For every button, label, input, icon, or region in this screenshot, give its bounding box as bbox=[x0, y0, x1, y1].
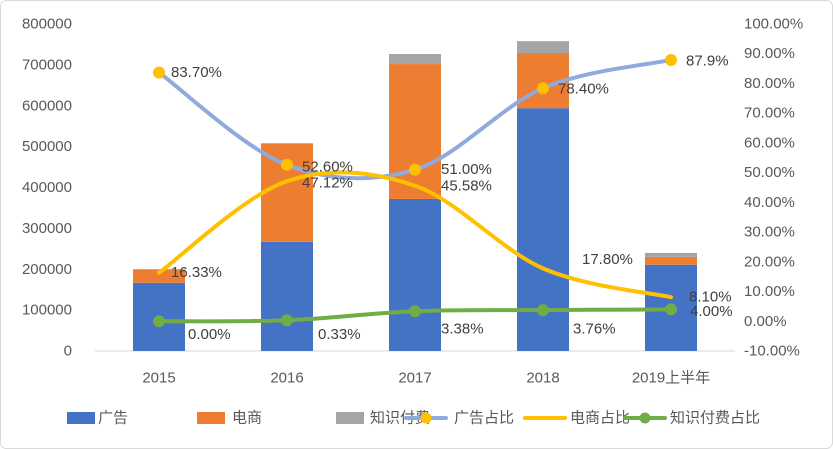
data-label-ecommerce-share: 16.33% bbox=[171, 264, 222, 281]
markers-layer bbox=[153, 53, 677, 328]
marker-ad-share bbox=[281, 158, 293, 171]
legend-marker-knowledge-paid-share bbox=[639, 412, 651, 424]
legend-item: 知识付费 bbox=[336, 410, 430, 427]
y2-axis-tick-label: 50.00% bbox=[744, 164, 795, 181]
bar-knowledge-paid-2017 bbox=[389, 54, 441, 65]
y2-axis-tick-label: 80.00% bbox=[744, 75, 795, 92]
data-label-knowledge-paid-share: 3.38% bbox=[441, 321, 484, 338]
marker-knowledge-paid-share bbox=[153, 315, 165, 328]
bar-ad-2016 bbox=[261, 241, 313, 351]
y-axis-tick-label: 400000 bbox=[22, 179, 72, 196]
legend-swatch-ecommerce bbox=[197, 412, 225, 424]
legend-swatch-ad bbox=[67, 412, 95, 424]
legend-label: 知识付费 bbox=[370, 410, 430, 427]
bar-ad-2017 bbox=[389, 198, 441, 351]
marker-knowledge-paid-share bbox=[537, 304, 549, 317]
marker-knowledge-paid-share bbox=[665, 303, 677, 316]
y-axis-tick-label: 800000 bbox=[22, 16, 72, 33]
y2-axis-tick-label: 0.00% bbox=[744, 313, 787, 330]
marker-ad-share bbox=[153, 66, 165, 79]
data-label-ecommerce-share: 8.10% bbox=[689, 289, 732, 306]
axes-layer: 0 100000 200000 300000 400000 500000 600000 700… bbox=[22, 16, 803, 387]
legend-marker-ad-share bbox=[420, 412, 432, 424]
data-label-ecommerce-share: 47.12% bbox=[302, 175, 353, 192]
legend-item: 广告 bbox=[67, 410, 128, 427]
legend-swatch-knowledge-paid bbox=[336, 412, 364, 424]
y2-axis-tick-label: 70.00% bbox=[744, 105, 795, 122]
data-label-ad-share: 87.9% bbox=[686, 52, 729, 69]
legend-item: 知识付费占比 bbox=[623, 410, 760, 427]
y2-axis-tick-label: 40.00% bbox=[744, 194, 795, 211]
marker-ad-share bbox=[537, 82, 549, 95]
y-axis-tick-label: 0 bbox=[64, 343, 72, 360]
data-label-ecommerce-share: 17.80% bbox=[582, 251, 633, 268]
legend-label: 广告占比 bbox=[454, 410, 514, 427]
marker-knowledge-paid-share bbox=[281, 314, 293, 327]
legend-label: 广告 bbox=[98, 410, 128, 427]
y2-axis-tick-label: 90.00% bbox=[744, 45, 795, 62]
data-label-knowledge-paid-share: 4.00% bbox=[690, 303, 733, 320]
y2-axis-tick-label: 30.00% bbox=[744, 224, 795, 241]
legend-item: 电商 bbox=[197, 410, 262, 427]
line-ecommerce-share bbox=[157, 170, 673, 300]
marker-knowledge-paid-share bbox=[409, 305, 421, 318]
y-axis-tick-label: 100000 bbox=[22, 302, 72, 319]
y2-axis-tick-label: -10.00% bbox=[744, 343, 800, 360]
marker-ad-share bbox=[409, 163, 421, 176]
x-axis-tick-label: 2018 bbox=[526, 370, 559, 387]
y2-axis-tick-label: 10.00% bbox=[744, 283, 795, 300]
bar-knowledge-paid-2018 bbox=[517, 41, 569, 54]
data-labels-layer: 83.70% 52.60% 51.00% 78.40% 87.9% 16.33% 47.12… bbox=[171, 52, 733, 342]
x-axis-tick-label: 2017 bbox=[398, 370, 431, 387]
y2-axis-tick-label: 20.00% bbox=[744, 253, 795, 270]
x-axis-tick-label: 2016 bbox=[270, 370, 303, 387]
y-axis-tick-label: 300000 bbox=[22, 220, 72, 237]
bar-knowledge-paid-2019 bbox=[645, 252, 697, 257]
y-axis-tick-label: 600000 bbox=[22, 97, 72, 114]
x-axis-tick-label: 2019上半年 bbox=[632, 370, 710, 387]
y2-axis-tick-label: 60.00% bbox=[744, 134, 795, 151]
bar-ecommerce-2015 bbox=[133, 269, 185, 283]
data-label-ad-share: 51.00% bbox=[441, 161, 492, 178]
legend: 广告 电商 知识付费 广告占比 电商占比 知识付费占比 bbox=[67, 410, 760, 427]
legend-item: 广告占比 bbox=[404, 410, 514, 427]
bar-ecommerce-2019 bbox=[645, 256, 697, 265]
data-label-knowledge-paid-share: 0.00% bbox=[188, 326, 231, 343]
bar-ecommerce-2017 bbox=[389, 64, 441, 199]
x-axis-tick-label: 2015 bbox=[142, 370, 175, 387]
legend-label: 电商占比 bbox=[570, 410, 630, 427]
y-axis-tick-label: 500000 bbox=[22, 138, 72, 155]
marker-ad-share bbox=[665, 53, 677, 66]
data-label-ad-share: 83.70% bbox=[171, 64, 222, 81]
data-label-knowledge-paid-share: 3.76% bbox=[573, 321, 616, 338]
bar-knowledge-paid-2016 bbox=[261, 143, 313, 144]
legend-label: 电商 bbox=[232, 410, 262, 427]
legend-item: 电商占比 bbox=[523, 410, 630, 427]
y2-axis-tick-label: 100.00% bbox=[744, 16, 803, 33]
y-axis-tick-label: 200000 bbox=[22, 261, 72, 278]
legend-label: 知识付费占比 bbox=[670, 410, 760, 427]
y-axis-tick-label: 700000 bbox=[22, 56, 72, 73]
data-label-ecommerce-share: 45.58% bbox=[441, 177, 492, 194]
data-label-ad-share: 78.40% bbox=[558, 81, 609, 98]
data-label-ad-share: 52.60% bbox=[302, 158, 353, 175]
data-label-knowledge-paid-share: 0.33% bbox=[318, 326, 361, 343]
